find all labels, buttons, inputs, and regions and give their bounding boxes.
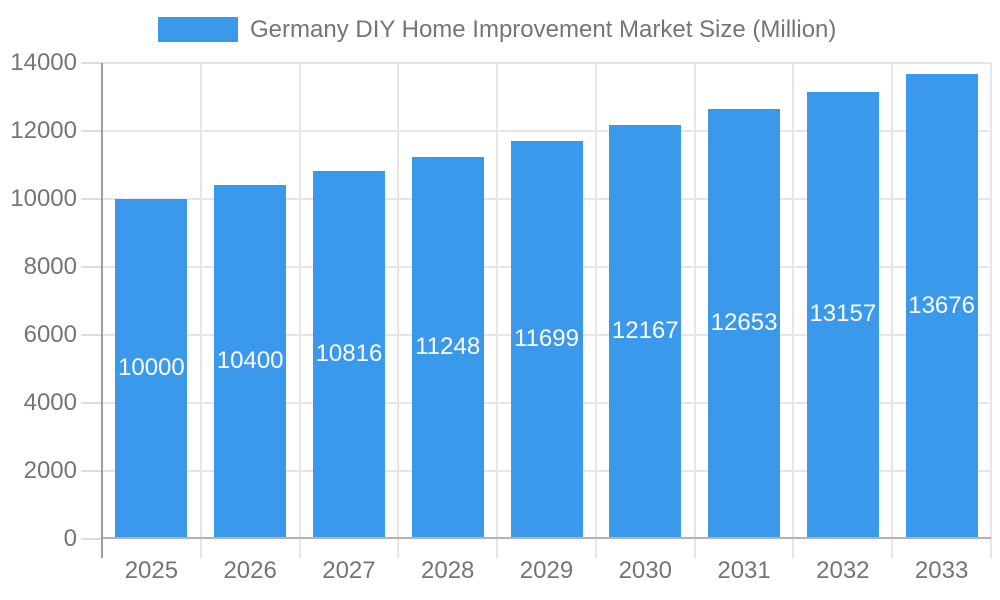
bar-value-label: 11699 <box>514 325 579 353</box>
x-axis-tick-label: 2033 <box>914 557 969 584</box>
bar-2031: 12653 <box>708 108 781 537</box>
bar-2032: 13157 <box>806 91 879 537</box>
gridline-vertical <box>792 63 795 558</box>
y-axis-tick <box>81 130 102 132</box>
bar-2028: 11248 <box>411 156 484 537</box>
y-axis-tick <box>81 62 102 64</box>
y-axis-tick-label: 0 <box>63 525 77 552</box>
x-axis-tick-label: 2026 <box>223 557 277 584</box>
bar-value-label: 10816 <box>315 340 383 368</box>
legend-label: Germany DIY Home Improvement Market Size… <box>250 15 837 43</box>
plot-area: 10000 10400 10816 11248 11699 12167 12653 13157… <box>81 62 992 558</box>
y-axis-tick-label: 2000 <box>23 457 77 484</box>
y-axis-tick-label: 10000 <box>10 185 77 212</box>
y-axis-line <box>101 63 103 558</box>
gridline-vertical <box>298 63 301 558</box>
y-axis-tick-label: 12000 <box>10 117 77 144</box>
bar-2033: 13676 <box>905 74 978 537</box>
y-axis-tick <box>81 198 102 200</box>
y-axis-tick <box>81 538 102 540</box>
y-axis-tick-label: 14000 <box>10 49 77 76</box>
bar-value-label: 13676 <box>908 291 975 319</box>
bar-value-label: 13157 <box>809 300 877 328</box>
bar-2025: 10000 <box>115 199 188 537</box>
gridline-vertical <box>693 63 696 558</box>
gridline-vertical <box>891 63 894 558</box>
gridline-vertical <box>397 63 400 558</box>
y-axis-tick <box>81 266 102 268</box>
x-axis-tick-label: 2030 <box>618 557 672 584</box>
gridline-vertical <box>496 63 499 558</box>
gridline-horizontal <box>102 62 991 64</box>
bar-value-label: 10400 <box>216 347 284 375</box>
gridline-horizontal <box>102 130 991 132</box>
y-axis-tick <box>81 402 102 404</box>
x-axis-tick-label: 2028 <box>421 557 475 584</box>
bar-value-label: 11248 <box>415 332 481 360</box>
bar-2030: 12167 <box>609 125 682 537</box>
y-axis-tick-label: 6000 <box>23 321 77 348</box>
bar-value-label: 12653 <box>710 308 778 336</box>
gridline-vertical <box>990 63 992 558</box>
y-axis-tick <box>81 470 102 472</box>
x-axis-tick-label: 2032 <box>816 557 870 584</box>
x-axis-baseline <box>102 537 991 539</box>
bar-value-label: 12167 <box>611 317 679 345</box>
x-axis-tick-label: 2025 <box>124 557 179 584</box>
y-axis-tick-label: 4000 <box>23 389 77 416</box>
bar-value-label: 10000 <box>118 354 185 381</box>
bar-2027: 10816 <box>312 171 385 537</box>
y-axis-tick <box>81 334 102 336</box>
legend-swatch <box>158 17 238 42</box>
gridline-vertical <box>199 63 202 558</box>
x-axis-tick-label: 2029 <box>519 557 574 584</box>
x-axis-tick-label: 2031 <box>717 557 771 584</box>
gridline-vertical <box>594 63 597 558</box>
bar-2026: 10400 <box>214 185 287 537</box>
y-axis-tick-label: 8000 <box>23 253 77 280</box>
bar-2029: 11699 <box>510 141 583 537</box>
x-axis-tick-label: 2027 <box>322 557 376 584</box>
